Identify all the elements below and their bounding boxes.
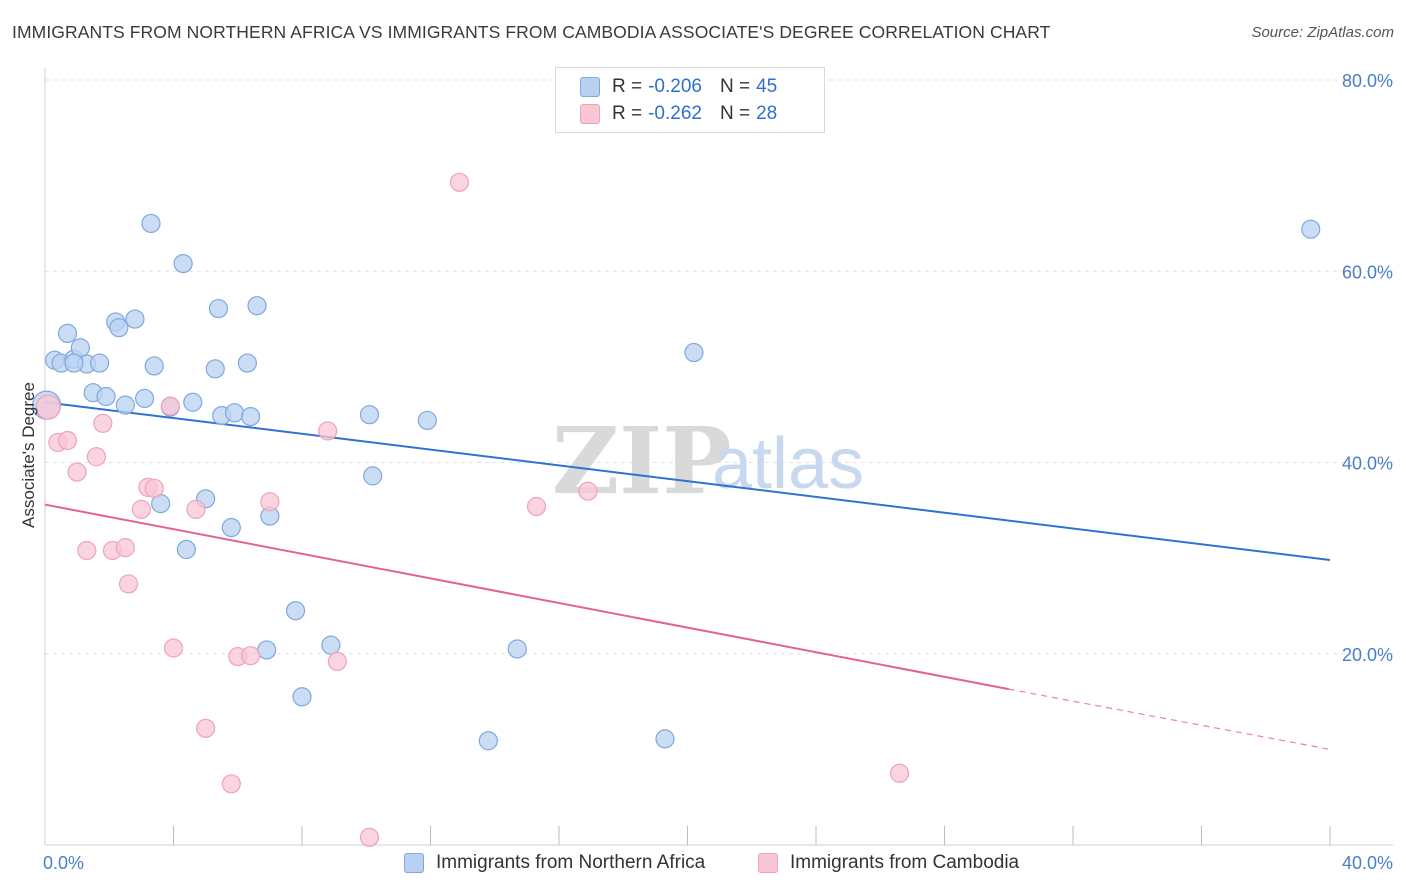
legend-r-value: -0.262 — [648, 103, 702, 124]
point-northern-africa — [507, 639, 527, 659]
trend-line-cambodia — [44, 503, 1009, 691]
point-northern-africa — [125, 309, 145, 329]
point-cambodia — [578, 481, 598, 501]
watermark-atlas: atlas — [712, 424, 864, 504]
point-northern-africa — [173, 254, 193, 274]
series-swatch-blue — [404, 853, 424, 873]
point-northern-africa — [109, 318, 129, 338]
point-northern-africa — [134, 388, 155, 409]
point-cambodia — [526, 496, 547, 517]
legend-r-label: R = — [612, 103, 643, 124]
legend-n-label: N = — [719, 76, 751, 97]
x-tick-label: 40.0% — [1342, 853, 1393, 873]
stats-legend: R = -0.206 N = 45 R = -0.262 N = 28 — [555, 67, 825, 133]
point-northern-africa — [321, 635, 341, 655]
point-cambodia — [144, 478, 164, 498]
series-label-northern-africa: Immigrants from Northern Africa — [436, 852, 706, 873]
y-tick-label: 20.0% — [1342, 645, 1393, 665]
watermark: ZIP atlas — [552, 407, 864, 515]
data-points — [32, 172, 1321, 847]
legend-swatch-blue — [580, 77, 600, 97]
point-northern-africa — [247, 296, 267, 316]
point-cambodia — [318, 421, 338, 441]
axes — [44, 68, 1393, 846]
series-swatch-pink — [758, 853, 778, 873]
point-northern-africa — [90, 353, 110, 373]
series-label-cambodia: Immigrants from Cambodia — [790, 852, 1020, 873]
trend-line-northern-africa — [44, 401, 1331, 562]
point-cambodia — [260, 492, 280, 512]
point-cambodia — [196, 718, 216, 738]
legend-swatch-pink — [580, 104, 600, 124]
point-northern-africa — [478, 731, 498, 751]
point-northern-africa — [96, 386, 116, 407]
point-cambodia — [77, 540, 97, 561]
point-northern-africa — [257, 640, 277, 660]
y-tick-label: 80.0% — [1342, 71, 1393, 91]
legend-n-value: 45 — [756, 76, 778, 97]
source-label: Source: ZipAtlas.com — [1251, 24, 1394, 41]
point-northern-africa — [292, 687, 312, 707]
point-northern-africa — [241, 407, 261, 427]
chart-title: IMMIGRANTS FROM NORTHERN AFRICA VS IMMIG… — [12, 22, 1051, 42]
trend-lines — [44, 401, 1331, 750]
point-northern-africa — [1301, 219, 1321, 239]
point-northern-africa — [205, 359, 225, 379]
y-tick-label: 60.0% — [1342, 262, 1393, 282]
series-legend-cambodia: Immigrants from Cambodia — [758, 852, 1019, 874]
legend-n-value: 28 — [756, 103, 778, 124]
point-northern-africa — [363, 466, 383, 486]
point-cambodia — [118, 574, 139, 594]
legend-n-label: N = — [719, 103, 751, 124]
point-northern-africa — [141, 213, 161, 234]
point-northern-africa — [221, 517, 241, 538]
point-cambodia — [163, 638, 184, 658]
y-axis-label: Associate's Degree — [19, 382, 38, 528]
legend-r-value: -0.206 — [648, 76, 702, 97]
point-cambodia — [241, 646, 261, 666]
point-northern-africa — [684, 342, 704, 363]
legend-row-northern-africa: R = -0.206 N = 45 — [580, 75, 777, 99]
x-tick-label: 0.0% — [43, 853, 84, 873]
watermark-zip: ZIP — [552, 407, 731, 515]
point-northern-africa — [417, 410, 437, 431]
point-northern-africa — [183, 392, 203, 412]
trend-line-cambodia-extension — [1008, 688, 1331, 750]
point-cambodia — [327, 651, 347, 672]
point-cambodia — [359, 827, 380, 847]
point-cambodia — [186, 499, 206, 519]
point-cambodia — [131, 499, 151, 519]
point-cambodia — [115, 538, 135, 558]
legend-row-cambodia: R = -0.262 N = 28 — [580, 102, 777, 126]
point-northern-africa — [237, 353, 257, 373]
y-tick-label: 40.0% — [1342, 454, 1393, 474]
point-cambodia — [889, 763, 910, 783]
point-cambodia — [35, 394, 61, 420]
point-cambodia — [221, 774, 241, 794]
point-northern-africa — [64, 353, 84, 373]
point-northern-africa — [176, 539, 196, 560]
point-northern-africa — [359, 405, 380, 425]
series-legend-northern-africa: Immigrants from Northern Africa — [404, 852, 705, 874]
point-northern-africa — [224, 403, 245, 423]
point-cambodia — [86, 447, 107, 467]
point-northern-africa — [655, 729, 675, 749]
point-cambodia — [67, 462, 87, 482]
point-cambodia — [93, 413, 113, 433]
point-northern-africa — [144, 356, 164, 376]
ticks: 20.0% 40.0% 60.0% 80.0% 0.0% 40.0% — [43, 71, 1393, 873]
point-cambodia — [57, 430, 78, 451]
point-northern-africa — [208, 298, 229, 319]
point-northern-africa — [115, 395, 135, 415]
legend-r-label: R = — [612, 76, 643, 97]
point-northern-africa — [285, 601, 306, 621]
point-cambodia — [449, 172, 470, 192]
point-cambodia — [160, 396, 180, 416]
point-northern-africa — [57, 323, 78, 344]
